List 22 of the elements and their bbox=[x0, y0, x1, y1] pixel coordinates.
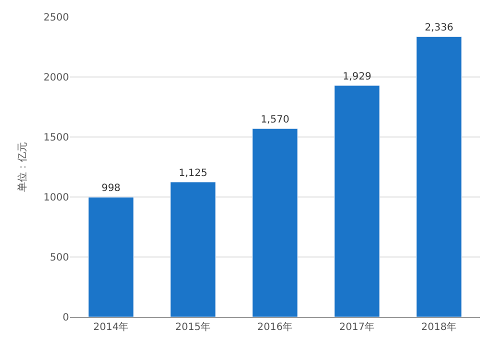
x-tick-label: 2017年 bbox=[339, 321, 375, 333]
y-axis-title: 单位：亿元 bbox=[16, 142, 29, 192]
y-tick-label: 2500 bbox=[44, 12, 69, 24]
x-tick-label: 2018年 bbox=[421, 321, 457, 333]
bar bbox=[334, 85, 380, 317]
x-tick-label: 2015年 bbox=[175, 321, 211, 333]
data-label: 1,125 bbox=[178, 168, 208, 179]
x-tick-label: 2014年 bbox=[93, 321, 129, 333]
data-label: 2,336 bbox=[424, 22, 454, 34]
data-label: 998 bbox=[101, 183, 121, 194]
bar bbox=[88, 196, 134, 317]
y-tick-label: 1000 bbox=[44, 192, 69, 204]
bar bbox=[416, 36, 462, 317]
y-tick-label: 1500 bbox=[44, 132, 69, 144]
y-tick-label: 2000 bbox=[44, 72, 69, 84]
data-label: 1,929 bbox=[342, 72, 372, 83]
data-label: 1,570 bbox=[260, 114, 290, 126]
bar bbox=[170, 182, 216, 317]
y-tick-label: 500 bbox=[50, 252, 69, 264]
y-tick-label: 0 bbox=[62, 312, 69, 324]
bar bbox=[252, 128, 298, 317]
x-tick-label: 2016年 bbox=[257, 321, 293, 333]
